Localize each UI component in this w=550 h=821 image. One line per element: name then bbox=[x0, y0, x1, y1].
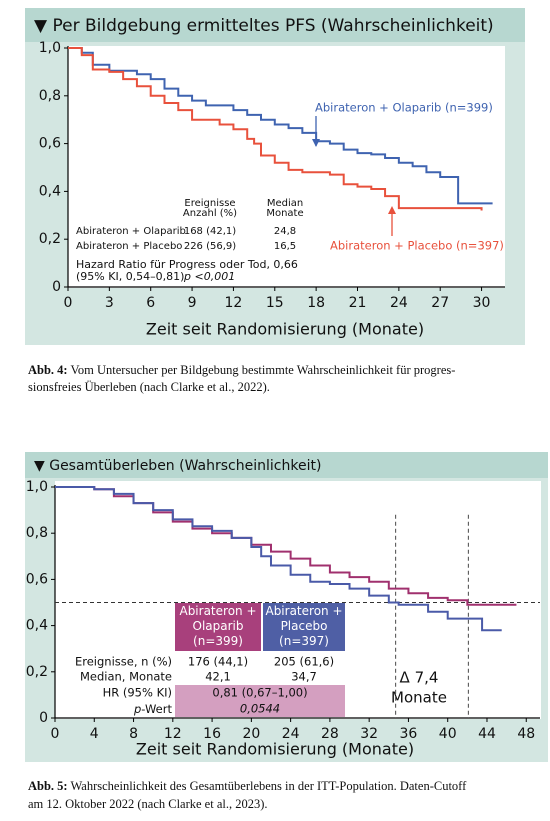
series-label: Abirateron + Placebo (n=397) bbox=[330, 239, 504, 253]
y-tick-label: 0 bbox=[39, 710, 48, 726]
legend-label: Abirateron + Olaparib (n=399) bbox=[179, 604, 256, 648]
table-cell: Abirateron + Olaparib bbox=[76, 226, 186, 237]
x-tick-label: 12 bbox=[164, 726, 182, 742]
p-label: p bbox=[133, 702, 141, 716]
table-cell: Abirateron + Placebo bbox=[76, 241, 182, 252]
x-tick-label: 40 bbox=[439, 726, 457, 742]
caption-text: Wahrscheinlichkeit des Gesamtüberlebens … bbox=[71, 779, 468, 793]
chart-title: ▼ Gesamtüberleben (Wahrscheinlichkeit) bbox=[34, 458, 321, 474]
hazard-ratio: 0,81 (0,67–1,00) bbox=[212, 686, 307, 700]
p-value: p <0,001 bbox=[183, 270, 235, 283]
x-tick-label: 20 bbox=[242, 726, 260, 742]
caption-label: Abb. 4: bbox=[28, 363, 68, 377]
x-tick-label: 21 bbox=[349, 295, 367, 311]
x-axis-title: Zeit seit Randomisierung (Monate) bbox=[146, 320, 424, 339]
series-label: Abirateron + Olaparib (n=399) bbox=[315, 101, 493, 115]
hr-box bbox=[175, 685, 345, 717]
table-header: Ereignisse bbox=[184, 198, 235, 209]
y-tick-label: 1,0 bbox=[26, 479, 48, 495]
y-tick-label: 0,2 bbox=[26, 664, 48, 680]
x-axis-title: Zeit seit Randomisierung (Monate) bbox=[136, 740, 414, 759]
table-header: Median bbox=[267, 198, 303, 209]
legend-box bbox=[263, 603, 345, 651]
x-tick-label: 15 bbox=[266, 295, 284, 311]
caption-label: Abb. 5: bbox=[28, 779, 68, 793]
hazard-ratio: (95% KI, 0,54–0,81) bbox=[76, 270, 184, 283]
x-tick-label: 0 bbox=[51, 726, 60, 742]
table-cell: p-Wert bbox=[133, 702, 172, 716]
caption-text: am 12. Oktober 2022 (nach Clarke et al.,… bbox=[28, 797, 268, 811]
p-label: -Wert bbox=[141, 702, 172, 716]
title-bar bbox=[25, 452, 548, 478]
y-tick-label: 0,4 bbox=[39, 183, 61, 199]
stats-table: Ereignisse, n (%) 176 (44,1) 205 (61,6) … bbox=[75, 655, 334, 716]
x-tick-label: 36 bbox=[400, 726, 418, 742]
table-cell: 16,5 bbox=[274, 241, 296, 252]
y-tick-label: 0,6 bbox=[39, 136, 61, 152]
table-cell: 42,1 bbox=[205, 670, 231, 684]
y-tick-label: 0,8 bbox=[26, 525, 48, 541]
table-cell: 34,7 bbox=[291, 670, 317, 684]
x-tick-label: 24 bbox=[282, 726, 300, 742]
stats-table: Ereignisse Anzahl (%) Median Monate Abir… bbox=[76, 198, 304, 283]
chart-title: ▼ Per Bildgebung ermitteltes PFS (Wahrsc… bbox=[34, 16, 494, 36]
table-cell: HR (95% KI) bbox=[103, 686, 172, 700]
table-cell: 205 (61,6) bbox=[274, 655, 334, 669]
table-cell: 176 (44,1) bbox=[188, 655, 248, 669]
y-tick-label: 0,6 bbox=[26, 571, 48, 587]
table-cell: Ereignisse, n (%) bbox=[75, 655, 172, 669]
y-tick-label: 0 bbox=[52, 279, 61, 295]
x-tick-label: 48 bbox=[517, 726, 535, 742]
table-cell: 24,8 bbox=[274, 226, 296, 237]
table-cell: Median, Monate bbox=[80, 670, 172, 684]
legend-label: Abirateron + Placebo (n=397) bbox=[265, 604, 342, 648]
x-tick-label: 18 bbox=[307, 295, 325, 311]
delta-unit: Monate bbox=[391, 689, 447, 707]
table-cell: 168 (42,1) bbox=[184, 226, 236, 237]
x-tick-label: 16 bbox=[203, 726, 221, 742]
delta-label: Δ 7,4 bbox=[400, 669, 439, 687]
x-tick-label: 27 bbox=[431, 295, 449, 311]
x-tick-label: 12 bbox=[225, 295, 243, 311]
survival-curve bbox=[55, 486, 502, 632]
x-tick-label: 24 bbox=[390, 295, 408, 311]
x-tick-label: 0 bbox=[64, 295, 73, 311]
x-tick-label: 30 bbox=[473, 295, 491, 311]
x-tick-label: 9 bbox=[188, 295, 197, 311]
title-bar bbox=[25, 8, 525, 42]
y-tick-label: 0,8 bbox=[39, 88, 61, 104]
x-tick-label: 32 bbox=[360, 726, 378, 742]
y-tick-label: 0,2 bbox=[39, 231, 61, 247]
survival-curve bbox=[68, 47, 483, 211]
legend-box bbox=[175, 603, 261, 651]
x-tick-label: 4 bbox=[90, 726, 99, 742]
table-header: Monate bbox=[266, 208, 303, 219]
caption: Abb. 4: Vom Untersucher per Bildgebung b… bbox=[28, 363, 455, 377]
x-tick-label: 44 bbox=[478, 726, 496, 742]
p-value: 0,0544 bbox=[240, 702, 280, 716]
caption: Abb. 5: Wahrscheinlichkeit des Gesamtübe… bbox=[28, 779, 467, 793]
x-tick-label: 6 bbox=[146, 295, 155, 311]
hazard-ratio: Hazard Ratio für Progress oder Tod, 0,66 bbox=[76, 258, 298, 271]
x-tick-label: 3 bbox=[105, 295, 114, 311]
arrow-head bbox=[388, 206, 396, 214]
y-tick-label: 0,4 bbox=[26, 618, 48, 634]
survival-curve bbox=[68, 47, 493, 205]
table-header: Anzahl (%) bbox=[183, 208, 237, 219]
table-cell: 226 (56,9) bbox=[184, 241, 236, 252]
caption-text: sionsfreies Überleben (nach Clarke et al… bbox=[28, 380, 270, 394]
caption-text: Vom Untersucher per Bildgebung bestimmte… bbox=[71, 363, 456, 377]
x-tick-label: 28 bbox=[321, 726, 339, 742]
x-tick-label: 8 bbox=[129, 726, 138, 742]
y-tick-label: 1,0 bbox=[39, 40, 61, 56]
